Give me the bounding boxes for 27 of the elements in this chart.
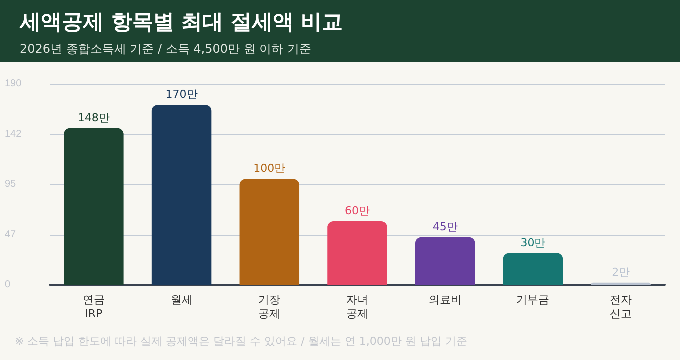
- data-label: 2만: [612, 266, 630, 279]
- y-tick-label: 0: [5, 280, 11, 290]
- y-tick-label: 95: [5, 179, 17, 190]
- data-label: 100만: [254, 162, 286, 176]
- data-label: 148만: [78, 111, 110, 124]
- x-tick-label: 전자 신고: [610, 294, 632, 320]
- data-label: 30만: [520, 236, 546, 250]
- bar: [328, 222, 388, 285]
- bar: [64, 128, 124, 285]
- chart-title: 세액공제 항목별 최대 절세액 비교: [20, 9, 344, 36]
- bar: [240, 179, 300, 285]
- bar: [415, 237, 476, 285]
- x-tick-label: 월세: [170, 294, 193, 306]
- bar: [152, 105, 212, 285]
- x-tick-label: 기부금: [516, 294, 550, 306]
- x-tick-label: 연금 IRP: [82, 294, 105, 320]
- chart-subtitle: 2026년 종합소득세 기준 / 소득 4,500만 원 이하 기준: [20, 41, 312, 58]
- bar: [503, 253, 564, 285]
- data-label: 45만: [432, 220, 458, 234]
- data-label: 170만: [166, 88, 198, 102]
- y-tick-label: 142: [5, 128, 22, 140]
- x-tick-label: 자녀 공제: [346, 294, 368, 320]
- y-tick-label: 47: [5, 229, 17, 240]
- data-label: 60만: [345, 204, 370, 218]
- x-tick-label: 의료비: [428, 294, 462, 306]
- y-tick-label: 190: [5, 78, 22, 90]
- x-tick-label: 기장 공제: [258, 294, 281, 320]
